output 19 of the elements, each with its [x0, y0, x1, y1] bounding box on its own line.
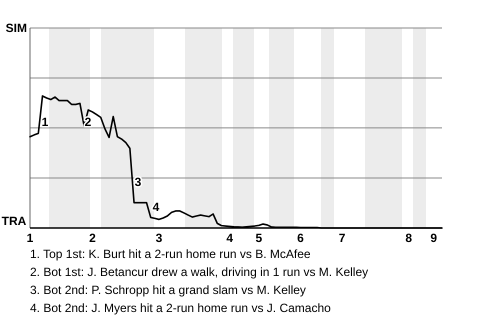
text: TRA — [2, 214, 27, 228]
x-tick-label: 6 — [297, 231, 304, 245]
text: 2. Bot 1st: J. Betancur drew a walk, driving in 1 run vs M. Kelley — [30, 265, 368, 279]
x-tick-label: 3 — [156, 231, 163, 245]
x-tick-label: 4 — [226, 231, 234, 245]
x-tick-label: 1 — [26, 231, 34, 245]
text: 3. Bot 2nd: P. Schropp hit a grand slam vs M. Kelley — [30, 283, 306, 297]
annotation: 1 — [42, 115, 49, 130]
annotation: 2 — [84, 115, 92, 130]
x-tick-label: 9 — [430, 231, 438, 245]
x-tick-label: 5 — [256, 231, 263, 245]
x-tick-label: 2 — [89, 231, 96, 245]
annotation: 3 — [134, 175, 142, 190]
x-tick-label: 8 — [405, 231, 412, 245]
x-tick-label: 7 — [338, 231, 346, 245]
text: 1. Top 1st: K. Burt hit a 2-run home run vs B. McAfee — [30, 247, 311, 261]
ref-line-label: SIM — [6, 21, 27, 36]
annotation: 4 — [152, 200, 160, 214]
text: 4. Bot 2nd: J. Myers hit a 2-run home run vs J. Camacho — [30, 301, 332, 315]
